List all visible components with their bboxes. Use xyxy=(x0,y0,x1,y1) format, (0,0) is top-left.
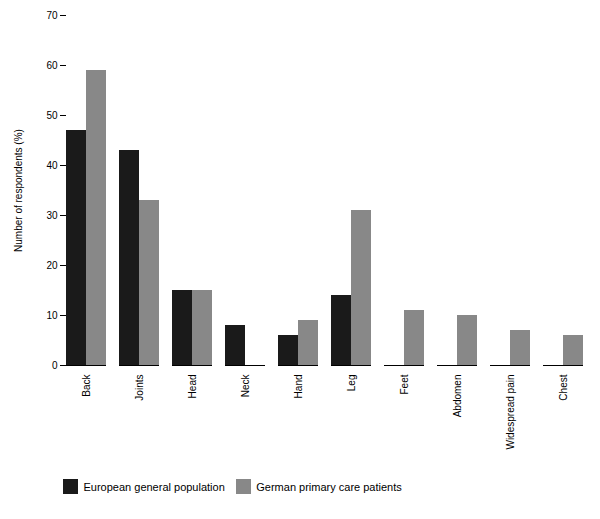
svg-text:Joints: Joints xyxy=(134,375,145,401)
svg-text:20: 20 xyxy=(46,260,58,271)
svg-text:70: 70 xyxy=(46,10,58,21)
html-text:German primary care patients: German primary care patients xyxy=(256,480,402,493)
svg-text:60: 60 xyxy=(46,60,58,71)
svg-text:Back: Back xyxy=(81,374,92,397)
svg-text:Widespread pain: Widespread pain xyxy=(505,375,516,450)
svg-text:Number of respondents (%): Number of respondents (%) xyxy=(13,129,24,252)
html-text:European general population: European general population xyxy=(83,480,225,493)
svg-text:Neck: Neck xyxy=(240,374,251,398)
svg-text:50: 50 xyxy=(46,110,58,121)
svg-text:Hand: Hand xyxy=(293,375,304,399)
svg-text:10: 10 xyxy=(46,310,58,321)
svg-text:30: 30 xyxy=(46,210,58,221)
svg-text:40: 40 xyxy=(46,160,58,171)
svg-text:0: 0 xyxy=(52,360,58,371)
svg-text:Leg: Leg xyxy=(346,375,357,392)
svg-text:Feet: Feet xyxy=(399,374,410,394)
svg-text:Chest: Chest xyxy=(558,374,569,400)
svg-text:Head: Head xyxy=(187,375,198,399)
svg-text:Abdomen: Abdomen xyxy=(452,375,463,418)
